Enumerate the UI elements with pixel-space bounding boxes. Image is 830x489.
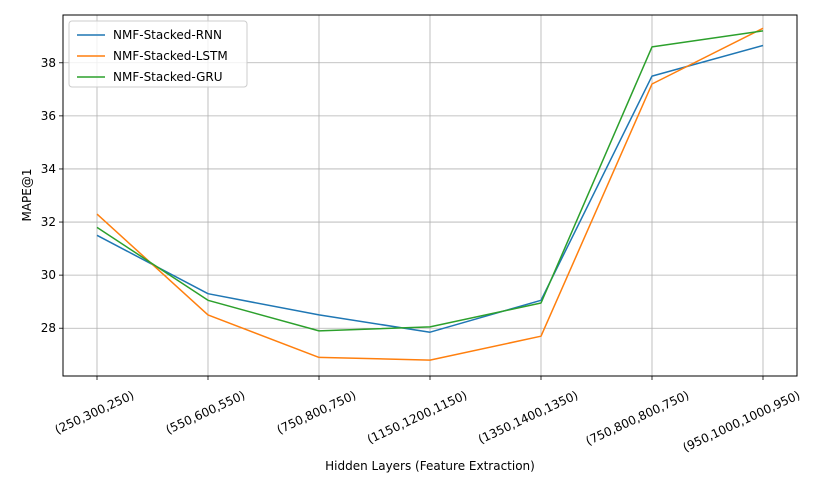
series-lines — [96, 27, 764, 361]
series-line-3 — [96, 30, 764, 332]
legend: NMF-Stacked-RNN NMF-Stacked-LSTM NMF-Stack… — [68, 20, 248, 88]
y-axis-label: MAPE@1 — [20, 168, 34, 221]
series-line-1 — [96, 44, 764, 333]
y-tick-label: 28 — [41, 321, 56, 335]
y-tick-label: 36 — [41, 109, 56, 123]
series-line-2 — [96, 27, 764, 361]
legend-frame — [68, 20, 248, 88]
y-axis-ticks: 28 30 32 34 36 38 — [41, 56, 63, 335]
legend-label: NMF-Stacked-LSTM — [113, 49, 228, 63]
x-axis-label: Hidden Layers (Feature Extraction) — [325, 459, 535, 473]
legend-label: NMF-Stacked-GRU — [113, 70, 223, 84]
y-tick-label: 34 — [41, 162, 56, 176]
y-tick-label: 32 — [41, 215, 56, 229]
grid-lines — [63, 15, 797, 376]
y-tick-label: 38 — [41, 56, 56, 70]
y-tick-label: 30 — [41, 268, 56, 282]
legend-label: NMF-Stacked-RNN — [113, 28, 222, 42]
